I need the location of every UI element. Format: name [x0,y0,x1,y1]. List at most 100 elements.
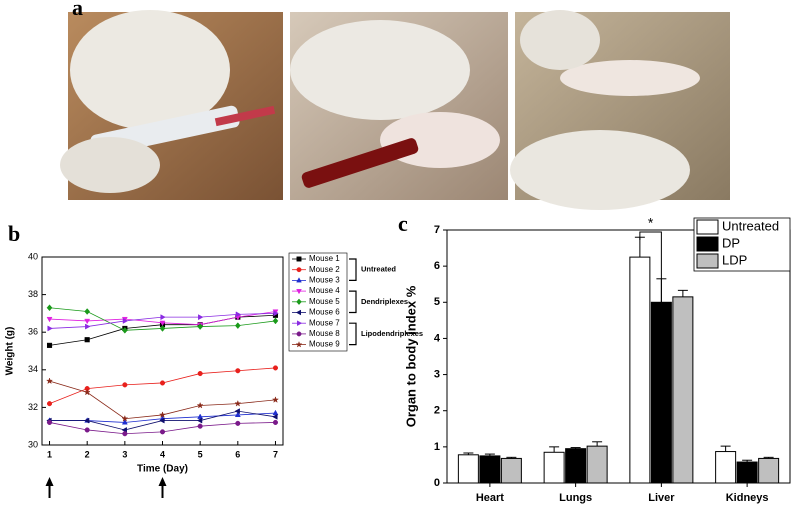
point [159,325,166,332]
x-tick-label: 7 [273,449,278,459]
legend-label: Mouse 8 [309,329,340,338]
legend-label: LDP [722,252,747,267]
group-label: Dendriplexes [361,297,408,306]
legend-frame [288,252,348,352]
y-tick-label: 1 [434,441,440,453]
y-tick-label: 34 [28,364,38,374]
point [160,314,166,321]
legend-marker [295,309,302,316]
significance-label: * [648,215,654,231]
photo [60,10,283,200]
legend-label: Mouse 1 [309,254,340,263]
panel-label: b [8,221,20,246]
point [121,414,129,422]
x-tick-label: Kidneys [726,492,769,504]
legend-label: Mouse 6 [309,308,340,317]
x-tick-label: 6 [235,449,240,459]
y-tick-label: 3 [434,368,440,380]
chart-c: 0 1 2 3 4 5 6 7 Organ to body index % Heart Lungs L… [403,215,791,504]
plot-frame [446,229,791,484]
point [159,380,166,386]
point [196,401,204,409]
arrow-head [158,477,167,486]
point [84,318,91,325]
y-tick-label: 38 [28,289,38,299]
point [198,314,204,321]
photo [290,12,508,200]
x-tick-label: Heart [476,492,504,504]
legend-marker [296,277,302,283]
point [84,337,90,343]
legend-swatch [696,219,719,235]
y-axis-label: Organ to body index % [403,285,418,427]
point [272,317,279,325]
bar [736,461,758,484]
point [234,322,241,329]
bar [672,296,694,484]
point [159,320,166,327]
point [197,423,203,429]
bar [629,256,651,484]
point [46,316,53,323]
significance-bracket [639,231,662,303]
point [122,431,128,437]
bar [543,451,565,484]
legend-swatch [696,236,719,252]
group-bracket [349,290,357,314]
legend-label: Mouse 2 [309,265,340,274]
point [235,420,241,426]
point [272,419,279,425]
point [234,408,240,415]
y-tick-label: 7 [434,224,440,236]
legend-marker [296,320,303,327]
bar [650,301,672,484]
point [85,323,91,330]
legend-label: Untreated [722,218,779,233]
legend-marker [296,289,302,295]
group-label: Untreated [361,265,396,274]
point [83,417,90,424]
legend-label: Mouse 4 [309,286,340,295]
point [235,368,241,374]
legend-marker [296,331,302,337]
panel-label: a [72,0,83,20]
y-tick-label: 5 [434,296,440,308]
point [46,342,53,348]
point [84,308,91,315]
y-tick-label: 30 [28,439,38,449]
legend-label: Mouse 5 [309,297,340,306]
panel-label: c [398,211,408,236]
point [47,325,53,332]
legend-label: Mouse 7 [309,318,340,327]
point [235,311,242,318]
point [197,323,204,330]
point [46,304,53,312]
point [122,382,128,388]
series-line [49,367,276,405]
point [271,396,280,403]
y-tick-label: 32 [28,402,38,412]
bar [565,448,587,484]
x-tick-label: 4 [160,449,165,459]
x-tick-label: Liver [648,492,675,504]
point [45,377,54,385]
legend-marker [295,340,303,348]
group-bracket [349,258,357,281]
point [196,417,203,424]
x-tick-label: 1 [47,449,52,459]
y-tick-label: 0 [434,477,440,489]
point [159,429,166,435]
point [197,371,203,377]
x-tick-label: Lungs [559,492,592,504]
point [84,427,90,433]
x-tick-label: 2 [85,449,90,459]
group-bracket [349,322,357,346]
bar [457,454,479,484]
y-tick-label: 40 [28,251,38,261]
point [272,365,279,371]
y-tick-label: 6 [434,260,440,272]
y-tick-label: 2 [434,405,440,417]
photo [510,10,730,210]
point [197,413,204,419]
legend-marker [296,256,302,262]
